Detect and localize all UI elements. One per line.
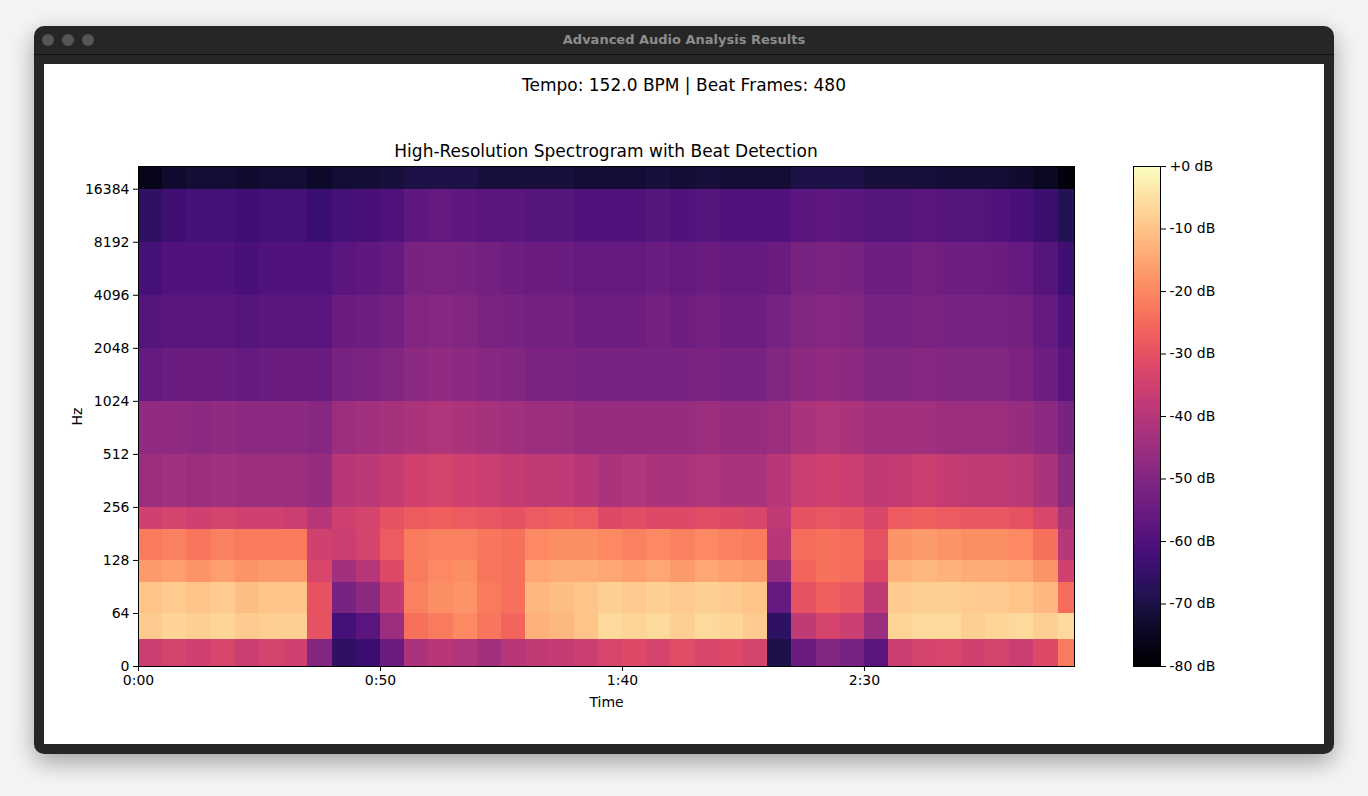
svg-text:8192: 8192 bbox=[94, 234, 130, 250]
svg-text:4096: 4096 bbox=[94, 287, 130, 303]
svg-text:64: 64 bbox=[112, 605, 130, 621]
svg-text:-80 dB: -80 dB bbox=[1170, 658, 1216, 674]
svg-text:-20 dB: -20 dB bbox=[1170, 283, 1216, 299]
svg-text:0:00: 0:00 bbox=[123, 672, 154, 688]
svg-text:2048: 2048 bbox=[94, 340, 130, 356]
svg-text:-60 dB: -60 dB bbox=[1170, 533, 1216, 549]
svg-text:-10 dB: -10 dB bbox=[1170, 220, 1216, 236]
svg-text:1:40: 1:40 bbox=[607, 672, 638, 688]
svg-text:16384: 16384 bbox=[85, 181, 130, 197]
html-text:Tempo: 152.0 BPM | Beat Frames: Tempo: 152.0 BPM | Beat Frames: 480 bbox=[522, 75, 846, 95]
svg-text:-40 dB: -40 dB bbox=[1170, 408, 1216, 424]
svg-text:1024: 1024 bbox=[94, 393, 130, 409]
svg-text:0:50: 0:50 bbox=[365, 672, 396, 688]
html-text:High-Resolution Spectrogram wi: High-Resolution Spectrogram with Beat De… bbox=[394, 141, 818, 161]
svg-text:-50 dB: -50 dB bbox=[1170, 470, 1216, 486]
svg-text:+0 dB: +0 dB bbox=[1170, 158, 1214, 174]
svg-text:-30 dB: -30 dB bbox=[1170, 345, 1216, 361]
svg-text:-70 dB: -70 dB bbox=[1170, 595, 1216, 611]
html-text:Advanced Audio Analysis Result: Advanced Audio Analysis Results bbox=[562, 32, 806, 47]
svg-text:Time: Time bbox=[588, 694, 623, 710]
svg-text:128: 128 bbox=[103, 552, 130, 568]
svg-text:0: 0 bbox=[120, 658, 130, 674]
svg-text:256: 256 bbox=[103, 499, 130, 515]
svg-text:512: 512 bbox=[103, 446, 130, 462]
svg-text:Hz: Hz bbox=[69, 408, 85, 426]
svg-text:2:30: 2:30 bbox=[849, 672, 880, 688]
